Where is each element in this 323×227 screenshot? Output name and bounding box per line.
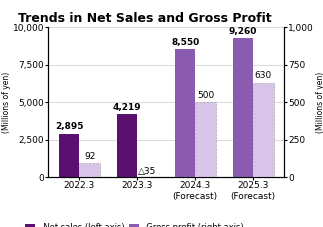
Bar xyxy=(137,177,158,182)
Bar xyxy=(79,163,100,177)
Text: 92: 92 xyxy=(84,152,95,161)
Bar xyxy=(253,83,274,177)
Text: Trends in Net Sales and Gross Profit: Trends in Net Sales and Gross Profit xyxy=(18,12,271,25)
Y-axis label: (Millions of yen): (Millions of yen) xyxy=(2,72,11,133)
Legend:   Net sales (left axis),   Gross profit (right axis): Net sales (left axis), Gross profit (rig… xyxy=(22,220,247,227)
Text: 2,895: 2,895 xyxy=(55,122,84,131)
Text: 8,550: 8,550 xyxy=(171,38,199,47)
Y-axis label: (Millions of yen): (Millions of yen) xyxy=(316,72,323,133)
Text: △35: △35 xyxy=(138,167,157,176)
Bar xyxy=(175,49,195,177)
Bar xyxy=(233,38,253,177)
Bar xyxy=(195,102,215,177)
Text: 9,260: 9,260 xyxy=(229,27,257,36)
Bar xyxy=(59,134,79,177)
Text: 630: 630 xyxy=(255,72,272,80)
Bar xyxy=(117,114,137,177)
Text: 500: 500 xyxy=(197,91,214,100)
Text: 4,219: 4,219 xyxy=(113,103,141,112)
